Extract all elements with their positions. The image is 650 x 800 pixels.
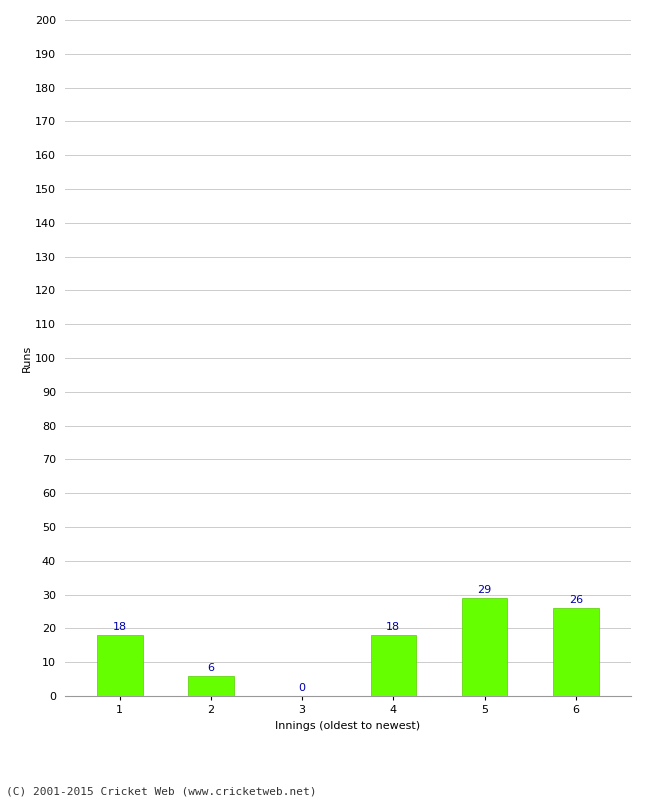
- Y-axis label: Runs: Runs: [22, 344, 32, 372]
- Text: 18: 18: [112, 622, 127, 633]
- Text: 26: 26: [569, 595, 583, 606]
- Bar: [188, 676, 234, 696]
- Bar: [462, 598, 508, 696]
- Text: 29: 29: [478, 586, 491, 595]
- Text: 18: 18: [386, 622, 400, 633]
- Bar: [370, 635, 416, 696]
- Text: 6: 6: [207, 663, 214, 673]
- Bar: [553, 608, 599, 696]
- Text: (C) 2001-2015 Cricket Web (www.cricketweb.net): (C) 2001-2015 Cricket Web (www.cricketwe…: [6, 786, 317, 796]
- Text: 0: 0: [298, 683, 306, 694]
- X-axis label: Innings (oldest to newest): Innings (oldest to newest): [275, 721, 421, 730]
- Bar: [97, 635, 142, 696]
